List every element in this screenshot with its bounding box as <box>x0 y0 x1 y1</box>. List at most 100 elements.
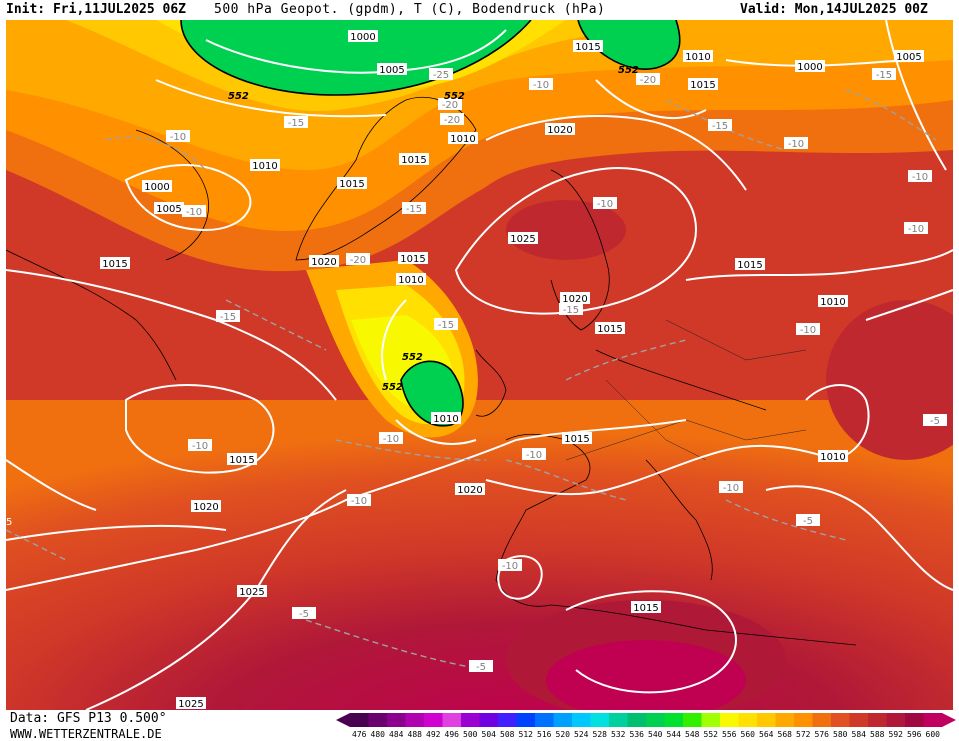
scale-cell <box>461 713 480 727</box>
svg-text:1005: 1005 <box>156 204 181 215</box>
svg-text:1010: 1010 <box>433 414 458 425</box>
svg-text:1015: 1015 <box>339 179 364 190</box>
isobar-label: 1015 <box>735 258 765 271</box>
temp-label: -10 <box>529 78 553 91</box>
cold-pool-ireland <box>401 361 464 426</box>
scale-cell <box>757 713 776 727</box>
isobar-label: 1025 <box>508 232 538 245</box>
isobar-label: 1010 <box>818 450 848 463</box>
scale-label: 600 <box>925 730 940 739</box>
scale-label: 572 <box>796 730 811 739</box>
temp-label: -5 <box>796 514 820 527</box>
svg-text:-10: -10 <box>351 496 367 507</box>
isobar-label: 1020 <box>545 123 575 136</box>
isobar-label: 1015 <box>688 78 718 91</box>
svg-text:1015: 1015 <box>401 155 426 166</box>
svg-text:1005: 1005 <box>379 65 404 76</box>
scale-cell <box>368 713 388 727</box>
scale-label: 524 <box>574 730 589 739</box>
isobar-label: 1015 <box>100 257 130 270</box>
svg-text:1015: 1015 <box>633 603 658 614</box>
svg-text:-20: -20 <box>640 75 656 86</box>
geopot-label: 552 <box>444 91 465 102</box>
svg-text:1015: 1015 <box>102 259 127 270</box>
warm-south <box>6 400 953 710</box>
svg-text:-15: -15 <box>876 70 892 81</box>
temp-label: -20 <box>636 73 660 86</box>
temp-label: -10 <box>904 222 928 235</box>
isobar-label: 1005 <box>894 50 924 63</box>
isobar-label: 1015 <box>337 177 367 190</box>
isobar-label: 1025 <box>237 585 267 598</box>
temp-label: -15 <box>402 202 426 215</box>
scale-cell <box>627 713 647 727</box>
scale-arrow-high <box>942 713 956 727</box>
temp-label: -10 <box>498 559 522 572</box>
temp-label: -20 <box>438 98 462 111</box>
temp-label: -5 <box>923 414 947 427</box>
scale-label: 500 <box>463 730 478 739</box>
svg-text:1015: 1015 <box>690 80 715 91</box>
svg-text:-5: -5 <box>476 662 486 673</box>
scale-label: 568 <box>777 730 792 739</box>
scale-cell <box>720 713 739 727</box>
isobar-label: 1020 <box>455 483 485 496</box>
svg-text:1015: 1015 <box>575 42 600 53</box>
scale-cell <box>831 713 850 727</box>
svg-text:1010: 1010 <box>820 297 845 308</box>
scale-arrow-low <box>336 713 350 727</box>
scale-label: 492 <box>426 730 441 739</box>
svg-text:-15: -15 <box>288 118 304 129</box>
svg-text:-10: -10 <box>912 172 928 183</box>
isobar-label: 1000 <box>348 30 378 43</box>
svg-text:-10: -10 <box>723 483 739 494</box>
temp-label: -15 <box>559 303 583 316</box>
weather-map: 1000 1005 1015 1010 1015 1000 1005 1020 … <box>6 20 953 710</box>
scale-cell <box>479 713 499 727</box>
scale-cell <box>590 713 610 727</box>
scale-label: 588 <box>870 730 885 739</box>
isobar-label: 1015 <box>399 153 429 166</box>
temp-label: -10 <box>182 205 206 218</box>
website-credit: WWW.WETTERZENTRALE.DE <box>10 727 162 741</box>
scale-label: 584 <box>851 730 866 739</box>
svg-text:-10: -10 <box>597 199 613 210</box>
scale-cell <box>775 713 795 727</box>
scale-cell <box>553 713 573 727</box>
temp-label: -10 <box>719 481 743 494</box>
svg-text:1010: 1010 <box>398 275 423 286</box>
isobar-label: 1010 <box>683 50 713 63</box>
temp-label: -20 <box>440 113 464 126</box>
isobar-label-group: 1000 1005 1015 1010 1015 1000 1005 1020 … <box>100 30 924 710</box>
temp-label: -20 <box>346 253 370 266</box>
svg-text:1000: 1000 <box>144 182 169 193</box>
chart-header: Init: Fri,11JUL2025 06Z 500 hPa Geopot. … <box>0 0 959 20</box>
svg-text:-10: -10 <box>800 325 816 336</box>
svg-text:1025: 1025 <box>178 699 203 710</box>
svg-text:1010: 1010 <box>685 52 710 63</box>
temp-label: -10 <box>188 439 212 452</box>
scale-label: 576 <box>814 730 829 739</box>
svg-text:-5: -5 <box>299 609 309 620</box>
isobar-label: 1020 <box>191 500 221 513</box>
svg-text:-20: -20 <box>444 115 460 126</box>
temp-label: -10 <box>796 323 820 336</box>
chart-title: 500 hPa Geopot. (gpdm), T (C), Bodendruc… <box>214 2 606 17</box>
temp-label: -15 <box>872 68 896 81</box>
scale-cell <box>701 713 721 727</box>
svg-text:1015: 1015 <box>229 455 254 466</box>
temp-label: -10 <box>784 137 808 150</box>
svg-text:-20: -20 <box>350 255 366 266</box>
scale-label: 592 <box>888 730 903 739</box>
geopot-label-group: 552 552 552 552 552 <box>228 65 639 393</box>
isobar-label: 1000 <box>795 60 825 73</box>
svg-text:-20: -20 <box>442 100 458 111</box>
temp-label: 5 <box>6 517 12 528</box>
scale-label: 476 <box>352 730 367 739</box>
isobar-label: 1025 <box>176 697 206 710</box>
ridge-core <box>506 200 626 260</box>
scale-label: 596 <box>907 730 922 739</box>
data-source: Data: GFS P13 0.500° <box>10 711 167 726</box>
svg-text:1000: 1000 <box>797 62 822 73</box>
svg-text:1015: 1015 <box>564 434 589 445</box>
